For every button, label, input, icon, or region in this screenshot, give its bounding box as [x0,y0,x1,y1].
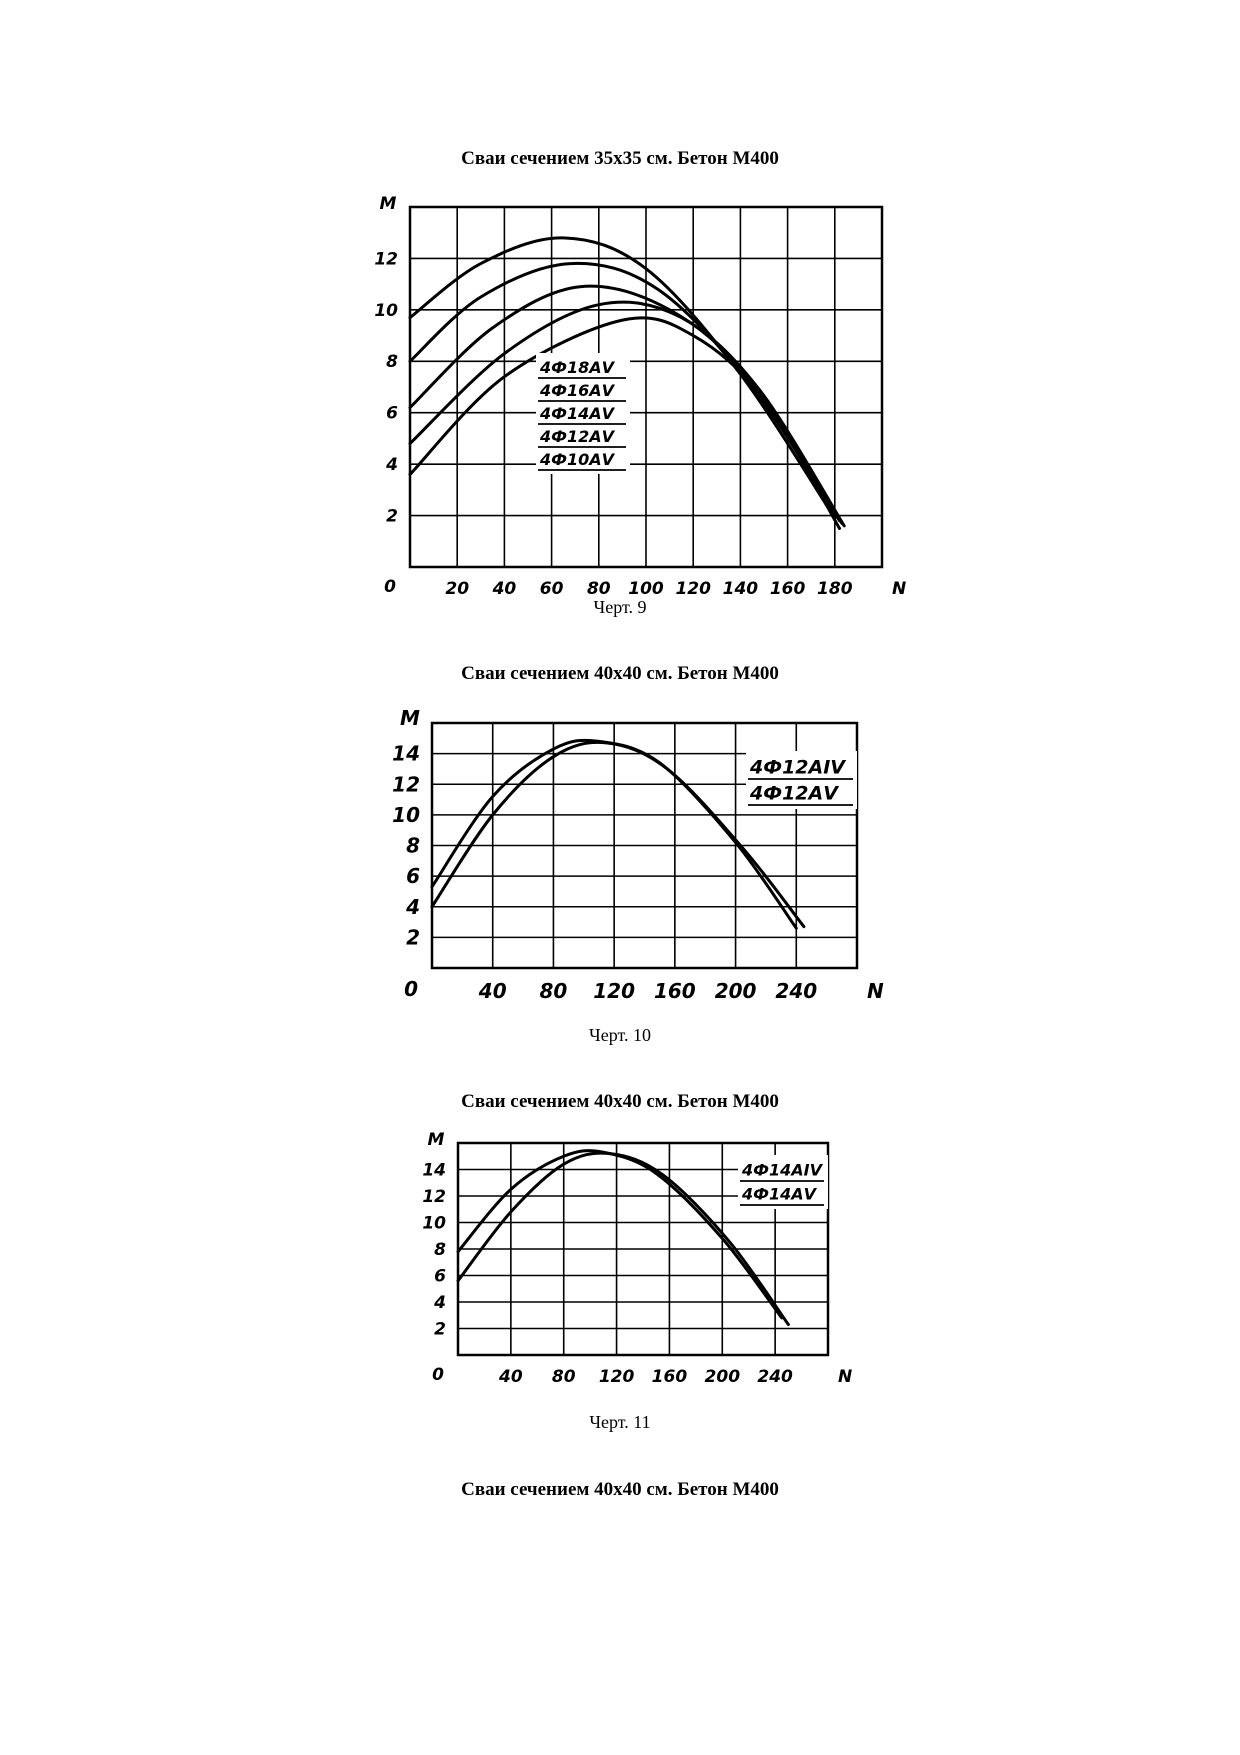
chart-3-legend: 4Ф14АIV 4Ф14АV [738,1155,828,1209]
chart-2: 40 80 120 160 200 24024681012140MN4Ф12АIV4Ф12… [392,706,884,1003]
chart-3-origin-label: 0 [432,1365,444,1385]
chart-1-legend-item-3: 4Ф14АV [539,404,616,423]
chart-2-frame [430,721,859,970]
chart-1-x-tick-label: 160 [770,579,806,599]
chart-2-origin-label: 0 [404,977,418,1001]
chart-3-legend-background [738,1155,828,1209]
chart-2-x-tick-label: 240 [775,979,817,1003]
chart-3-y-tick-label: 4 [433,1293,446,1313]
chart-2-y-tick-label: 2 [406,925,420,949]
chart-1-x-tick-label: 20 [445,579,469,599]
chart-1-legend-item-1: 4Ф18АV [539,358,616,377]
chart-3-series-line-1 [456,1149,784,1320]
section-title-2: Сваи сечением 40x40 см. Бетон М400 [461,663,779,684]
chart-3-x-axis-label: N [838,1367,852,1387]
chart-2-x-axis-label: N [867,979,884,1003]
figure-caption-3: Черт. 11 [589,1412,651,1432]
chart-2-legend: 4Ф12АIV 4Ф12АV [746,751,857,809]
chart-1-x-tick-label: 60 [540,579,564,599]
chart-2-y-tick-label: 6 [406,864,420,888]
chart-2-y-tick-label: 4 [405,895,420,919]
chart-2-legend-item-2: 4Ф12АV [749,782,839,804]
chart-3-grid [458,1143,828,1355]
chart-1-series-line-1 [408,236,837,520]
chart-3-y-tick-label: 10 [422,1213,446,1233]
chart-2-x-tick-label: 80 [540,979,568,1003]
chart-1-y-tick-label: 6 [386,404,398,424]
chart-1-x-tick-label: 80 [587,579,611,599]
chart-1-y-tick-label: 8 [386,352,398,372]
chart-3-y-tick-label: 6 [434,1266,446,1286]
chart-1-y-tick-label: 2 [386,507,398,527]
chart-1-y-axis-label: M [380,194,397,214]
section-title-3: Сваи сечением 40x40 см. Бетон М400 [461,1091,779,1112]
chart-2-x-tick-label: 200 [715,979,757,1003]
chart-2-y-tick-label: 10 [392,803,420,827]
chart-2-legend-item-1: 4Ф12АIV [749,756,846,778]
chart-1-frame [408,205,884,569]
chart-1-legend-item-5: 4Ф10АV [539,450,616,469]
chart-3-x-tick-label: 240 [757,1367,793,1387]
chart-2-legend-background [746,751,857,809]
chart-1-legend: 4Ф18АV 4Ф16АV 4Ф14АV 4Ф12АV 4Ф10АV [536,353,630,474]
figure-caption-2: Черт. 10 [589,1025,651,1045]
chart-2-y-tick-label: 8 [406,834,420,858]
chart-2-x-tick-label: 120 [593,979,635,1003]
chart-2-y-tick-label: 12 [392,772,420,796]
chart-1-x-tick-label: 100 [628,579,664,599]
chart-1: 20 40 60 80 100 120 140 160 180246810120MN4Ф18АV… [374,194,906,599]
chart-3-x-tick-label: 40 [498,1367,523,1387]
chart-3-legend-item-2: 4Ф14АV [741,1185,818,1204]
chart-3-y-tick-label: 12 [422,1187,446,1207]
chart-3-y-tick-label: 8 [434,1240,446,1260]
chart-2-y-tick-label: 14 [392,742,420,766]
chart-1-legend-item-4: 4Ф12АV [539,427,616,446]
figure-caption-1: Черт. 9 [593,597,647,617]
chart-3-x-tick-label: 80 [552,1367,576,1387]
section-title-4: Сваи сечением 40x40 см. Бетон М400 [461,1479,779,1500]
chart-2-x-tick-label: 40 [478,979,507,1003]
chart-1-x-tick-label: 120 [675,579,711,599]
chart-3-x-tick-label: 200 [705,1367,741,1387]
chart-1-legend-item-2: 4Ф16АV [539,381,616,400]
chart-2-series-line-2 [430,740,806,929]
chart-3-x-tick-label: 160 [652,1367,688,1387]
chart-1-legend-background [536,353,630,474]
chart-1-x-axis-label: N [892,579,906,599]
chart-3-frame [456,1141,830,1357]
chart-1-y-tick-label: 12 [374,249,398,269]
chart-3-y-axis-label: M [428,1130,445,1150]
chart-3-y-tick-label: 14 [422,1160,446,1180]
chart-2-x-tick-label: 160 [654,979,696,1003]
section-title-1: Сваи сечением 35x35 см. Бетон М400 [461,148,779,169]
chart-3-y-tick-label: 2 [434,1319,446,1339]
chart-1-series-line-2 [408,261,842,523]
chart-1-y-tick-label: 4 [385,455,398,475]
chart-1-x-tick-label: 180 [817,579,853,599]
chart-1-origin-label: 0 [384,577,396,597]
chart-3-series-line-2 [456,1151,790,1327]
chart-1-x-tick-label: 140 [723,579,759,599]
chart-1-series-line-4 [408,300,846,528]
chart-2-y-axis-label: M [400,706,420,730]
chart-1-y-tick-label: 10 [374,301,398,321]
chart-1-series-line-5 [408,316,842,530]
chart-3-legend-item-1: 4Ф14АIV [741,1161,824,1180]
chart-3-x-tick-label: 120 [599,1367,635,1387]
chart-3: 40 80 120 160 200 24024681012140MN4Ф14АIV4Ф14… [422,1130,852,1387]
chart-1-x-tick-label: 40 [492,579,517,599]
